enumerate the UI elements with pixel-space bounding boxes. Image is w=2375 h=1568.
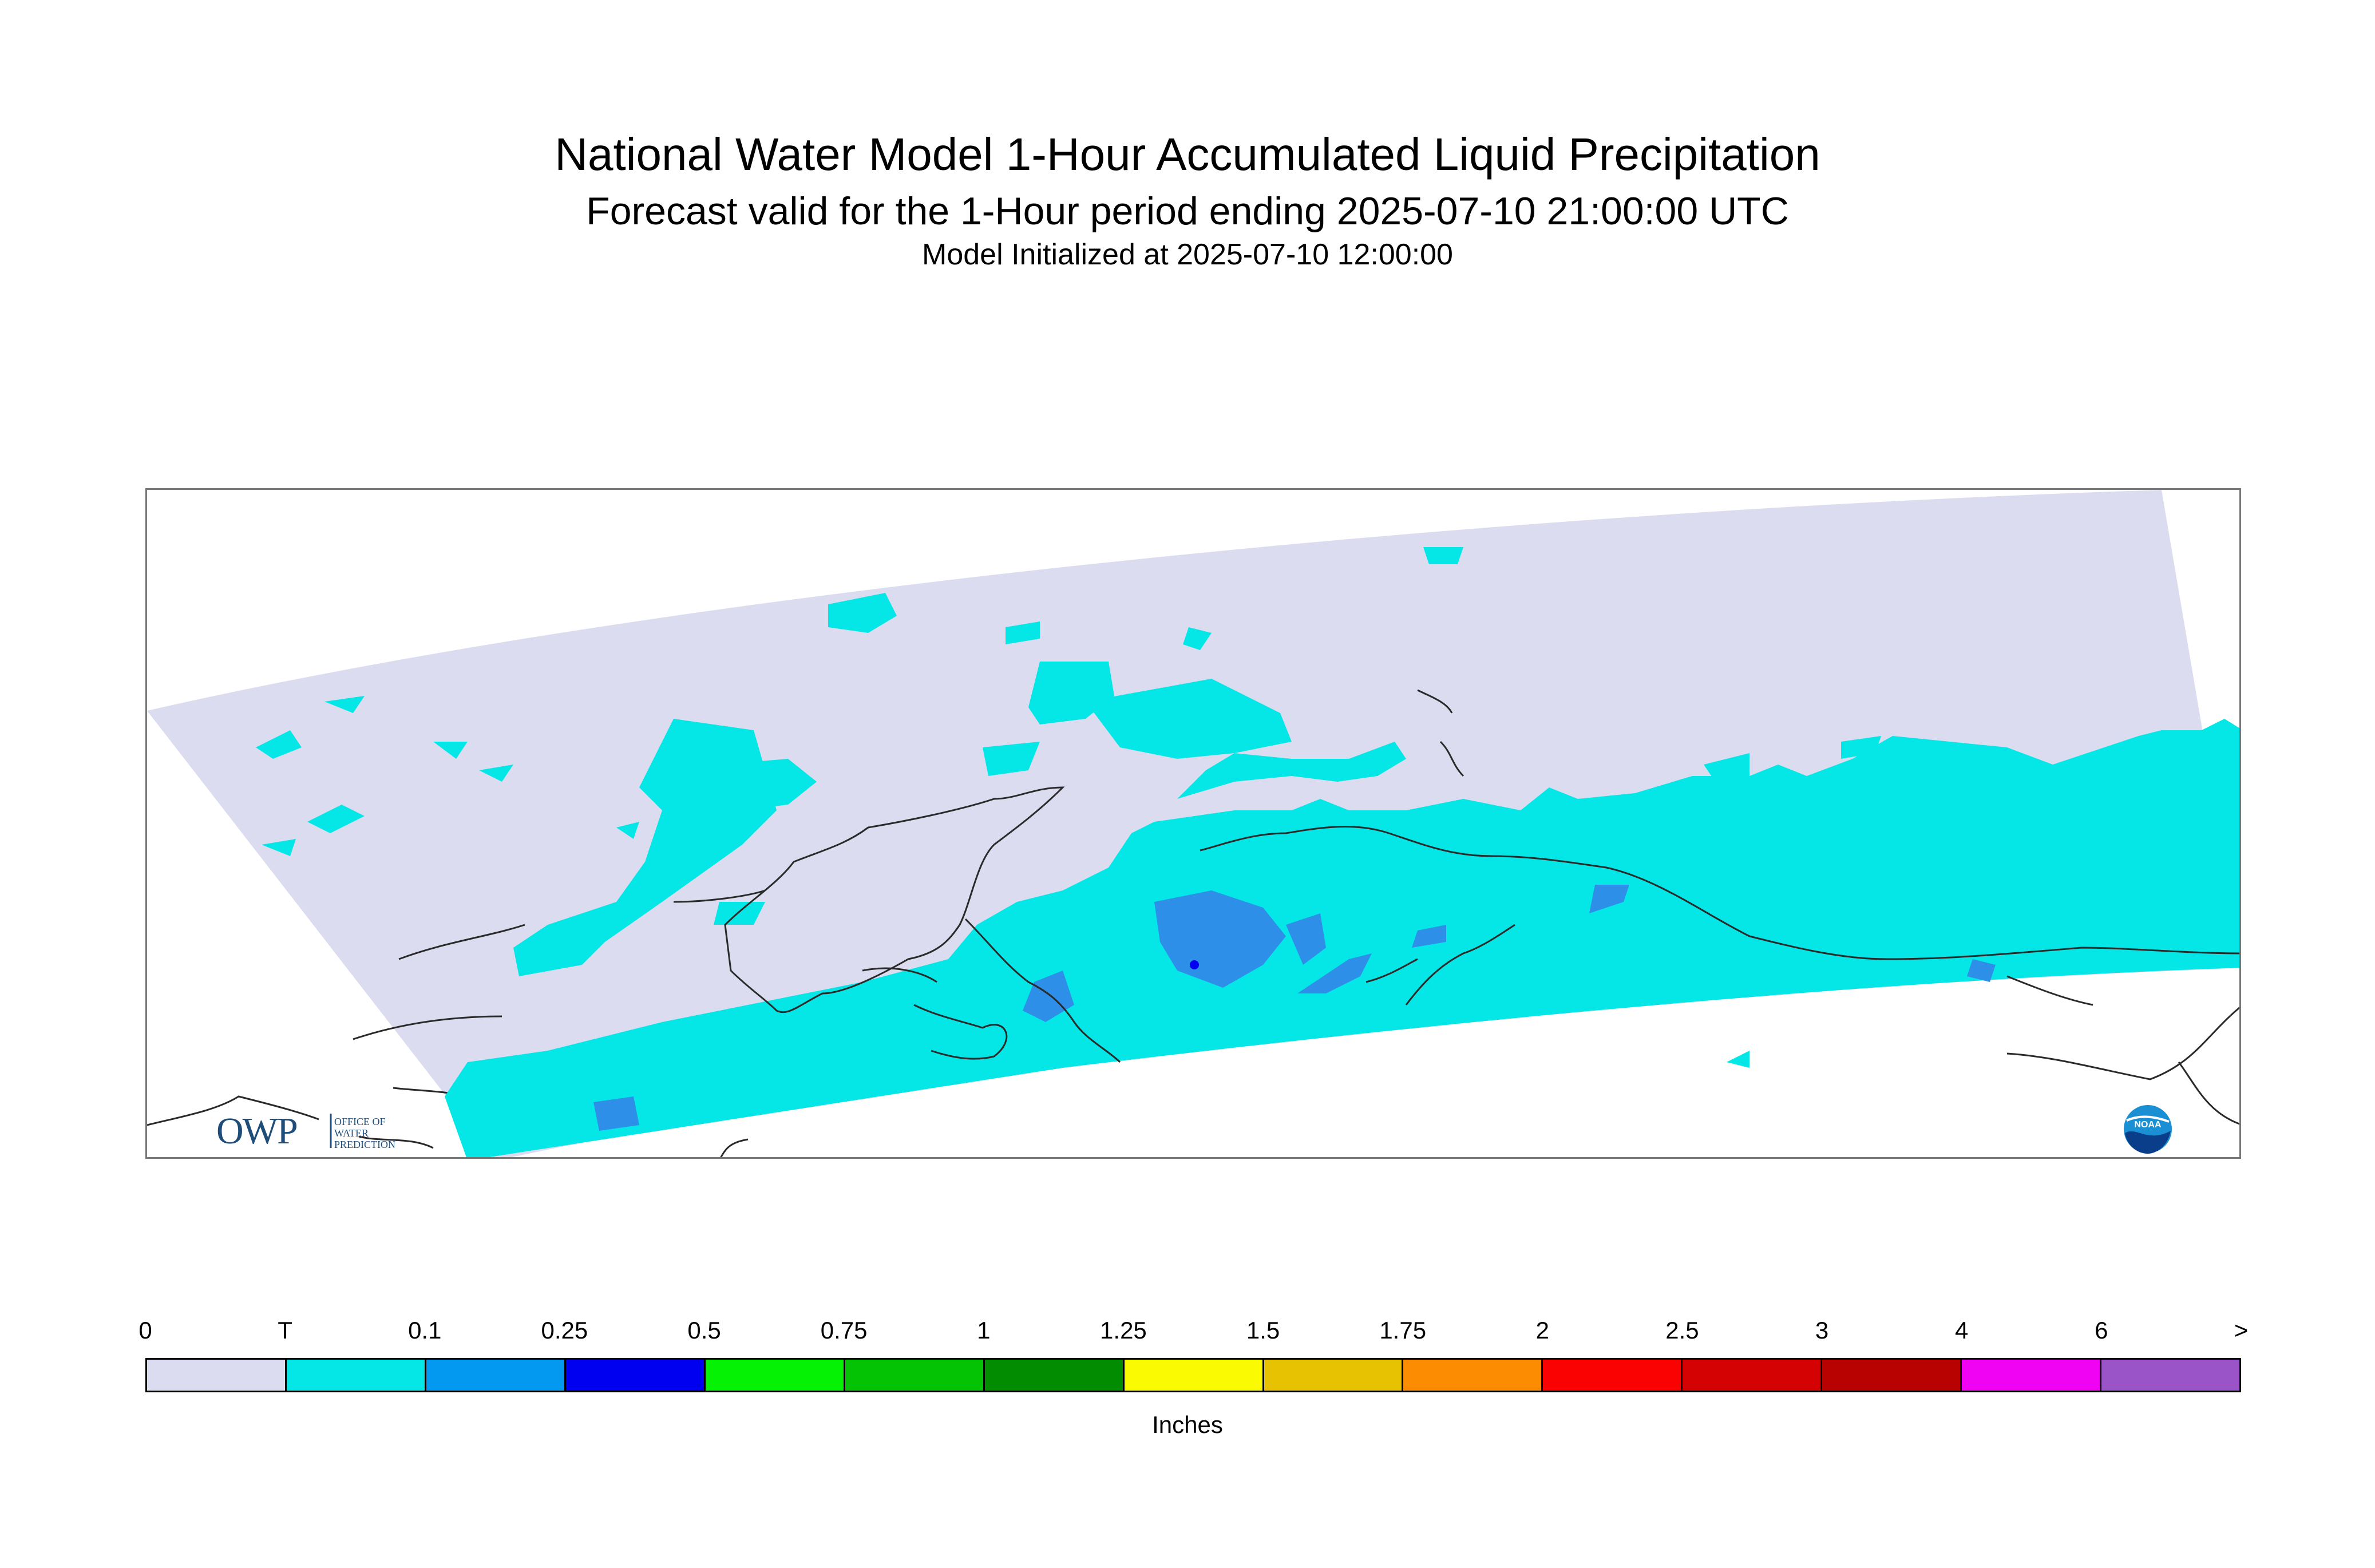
legend-swatch-3	[565, 1360, 706, 1391]
init-time: Model Initialized at 2025-07-10 12:00:00	[922, 238, 1453, 271]
legend-swatch-14	[2101, 1360, 2240, 1391]
legend-swatch-4	[705, 1360, 845, 1391]
precipitation-map: OWP OFFICE OF WATER PREDICTION NOAA	[145, 488, 2241, 1159]
legend-tick-label: T	[278, 1317, 292, 1344]
legend-tick-label: 2	[1535, 1317, 1550, 1344]
light-precip	[593, 885, 1996, 1131]
owp-logo: OWP OFFICE OF WATER PREDICTION	[216, 1108, 434, 1154]
noaa-logo: NOAA	[2122, 1103, 2174, 1155]
legend-tick-labels: 0 T 0.1 0.25 0.5 0.75 1 1.25 1.5 1.75 2 2.5 3 4 6 >	[0, 1316, 2375, 1351]
owp-sub-2: WATER	[334, 1127, 369, 1139]
legend-tick-label: 4	[1955, 1317, 1969, 1344]
legend-swatch-2	[426, 1360, 566, 1391]
legend-tick-label: 1	[977, 1317, 991, 1344]
map-svg	[147, 490, 2239, 1157]
legend-tick-label: 6	[2095, 1317, 2108, 1344]
legend-swatch-1	[286, 1360, 426, 1391]
legend-swatch-13	[1962, 1360, 2102, 1391]
legend-tick-label: 0.75	[820, 1317, 868, 1344]
legend-swatch-9	[1403, 1360, 1543, 1391]
moderate-precip	[1190, 960, 1199, 969]
legend-tick-label: 2.5	[1665, 1317, 1699, 1344]
coastline-outside	[147, 1007, 2239, 1157]
legend-swatch-6	[984, 1360, 1125, 1391]
legend-tick-label: 0.5	[687, 1317, 721, 1344]
legend-tick-label: >	[2234, 1317, 2249, 1344]
legend-swatch-11	[1683, 1360, 1823, 1391]
noaa-logo-svg: NOAA	[2124, 1105, 2172, 1154]
legend-swatch-12	[1822, 1360, 1962, 1391]
owp-sub-3: PREDICTION	[334, 1139, 395, 1150]
legend-tick-label: 3	[1815, 1317, 1829, 1344]
legend-swatch-10	[1543, 1360, 1683, 1391]
legend-tick-label: 1.5	[1246, 1317, 1280, 1344]
coastline	[353, 689, 2239, 1063]
legend-tick-label: 0.25	[541, 1317, 588, 1344]
legend-tick-label: 0.1	[408, 1317, 442, 1344]
legend-units: Inches	[1152, 1411, 1223, 1438]
legend-swatch-8	[1264, 1360, 1404, 1391]
legend-tick-label: 1.75	[1379, 1317, 1427, 1344]
legend-tick-label: 0	[138, 1317, 152, 1344]
legend-colorbar	[145, 1358, 2241, 1392]
trace-precip	[256, 547, 2239, 1157]
owp-logo-svg: OWP OFFICE OF WATER PREDICTION	[216, 1110, 395, 1152]
map-title: National Water Model 1-Hour Accumulated …	[555, 129, 1820, 180]
noaa-logo-text: NOAA	[2134, 1120, 2162, 1130]
owp-sub-1: OFFICE OF	[334, 1116, 386, 1127]
legend-swatch-7	[1124, 1360, 1264, 1391]
legend-swatch-0	[147, 1360, 287, 1391]
legend-tick-label: 1.25	[1100, 1317, 1147, 1344]
legend-swatch-5	[845, 1360, 985, 1391]
owp-logo-text: OWP	[216, 1110, 297, 1152]
map-subtitle: Forecast valid for the 1-Hour period end…	[586, 189, 1789, 233]
